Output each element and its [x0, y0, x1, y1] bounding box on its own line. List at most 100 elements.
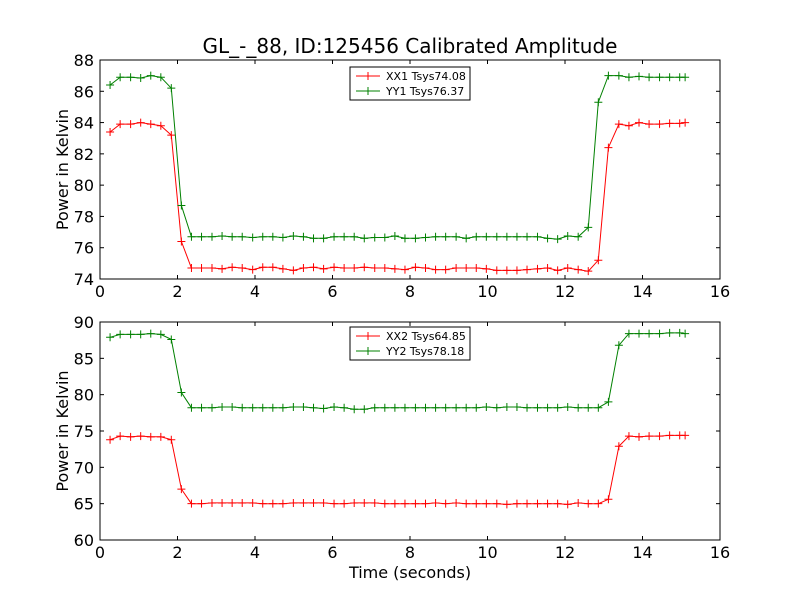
- x-tick-label: 0: [95, 543, 105, 562]
- data-point: [594, 98, 603, 107]
- data-point: [360, 405, 369, 414]
- data-point: [177, 237, 186, 246]
- data-point: [563, 231, 572, 240]
- data-point: [390, 403, 399, 412]
- data-point: [431, 403, 440, 412]
- data-point: [665, 119, 674, 128]
- data-point: [146, 432, 155, 441]
- data-point: [431, 498, 440, 507]
- data-point: [187, 403, 196, 412]
- data-point: [533, 403, 542, 412]
- data-point: [299, 403, 308, 412]
- legend-marker: [364, 347, 372, 355]
- data-point: [523, 499, 532, 508]
- x-tick-label: 12: [555, 543, 575, 562]
- data-point: [512, 232, 521, 241]
- data-point: [218, 498, 227, 507]
- chart-title: GL_-_88, ID:125456 Calibrated Amplitude: [203, 34, 618, 58]
- data-point: [614, 120, 623, 129]
- y-tick-label: 88: [74, 51, 94, 70]
- data-point: [146, 329, 155, 338]
- data-point: [177, 388, 186, 397]
- data-point: [665, 431, 674, 440]
- data-point: [116, 120, 125, 129]
- data-point: [380, 233, 389, 242]
- y-tick-label: 84: [74, 114, 94, 133]
- data-point: [360, 498, 369, 507]
- data-point: [635, 432, 644, 441]
- data-point: [146, 120, 155, 129]
- data-point: [238, 232, 247, 241]
- data-point: [330, 499, 339, 508]
- data-point: [340, 403, 349, 412]
- data-point: [197, 499, 206, 508]
- y-tick-label: 76: [74, 239, 94, 258]
- data-point: [289, 266, 298, 275]
- top-panel: 0 2 4 6 8 10 12 14 16 74 76 78 80 82 84 86 88 Power in Ke…: [53, 51, 730, 301]
- data-point: [543, 499, 552, 508]
- data-point: [207, 498, 216, 507]
- data-point: [553, 235, 562, 244]
- data-point: [360, 263, 369, 272]
- data-point: [411, 234, 420, 243]
- data-point: [523, 265, 532, 274]
- data-point: [400, 234, 409, 243]
- data-point: [553, 403, 562, 412]
- legend-marker: [364, 72, 372, 80]
- data-point: [268, 232, 277, 241]
- y-tick-label: 78: [74, 207, 94, 226]
- data-point: [563, 500, 572, 509]
- data-point: [655, 432, 664, 441]
- data-point: [187, 232, 196, 241]
- data-point: [553, 266, 562, 275]
- x-tick-label: 2: [172, 543, 182, 562]
- data-point: [421, 233, 430, 242]
- data-point: [624, 432, 633, 441]
- data-point: [502, 232, 511, 241]
- data-point: [319, 498, 328, 507]
- data-point: [655, 120, 664, 129]
- data-point: [319, 264, 328, 273]
- x-tick-label: 6: [327, 282, 337, 301]
- data-point: [278, 233, 287, 242]
- data-point: [665, 328, 674, 337]
- data-point: [523, 232, 532, 241]
- legend-entry: YY2 Tsys78.18: [385, 345, 464, 358]
- data-point: [584, 403, 593, 412]
- data-point: [543, 234, 552, 243]
- data-point: [299, 232, 308, 241]
- data-point: [614, 71, 623, 80]
- data-point: [258, 499, 267, 508]
- y-tick-label: 75: [74, 422, 94, 441]
- data-point: [502, 266, 511, 275]
- data-point: [167, 131, 176, 140]
- data-point: [350, 498, 359, 507]
- data-point: [400, 265, 409, 274]
- data-point: [299, 264, 308, 273]
- data-point: [197, 264, 206, 273]
- data-point: [681, 118, 690, 127]
- data-point: [228, 263, 237, 272]
- data-point: [452, 264, 461, 273]
- data-point: [248, 233, 257, 242]
- y-tick-label: 90: [74, 313, 94, 332]
- data-point: [167, 435, 176, 444]
- data-point: [594, 403, 603, 412]
- data-point: [675, 328, 684, 337]
- data-point: [441, 403, 450, 412]
- data-point: [675, 119, 684, 128]
- data-point: [167, 84, 176, 93]
- data-point: [177, 201, 186, 210]
- data-point: [380, 264, 389, 273]
- data-point: [574, 403, 583, 412]
- data-point: [126, 330, 135, 339]
- data-point: [268, 403, 277, 412]
- data-point: [299, 498, 308, 507]
- data-point: [106, 81, 115, 90]
- series-line: [109, 75, 686, 240]
- data-point: [278, 264, 287, 273]
- data-point: [492, 266, 501, 275]
- data-point: [350, 232, 359, 241]
- data-point: [492, 403, 501, 412]
- data-point: [512, 266, 521, 275]
